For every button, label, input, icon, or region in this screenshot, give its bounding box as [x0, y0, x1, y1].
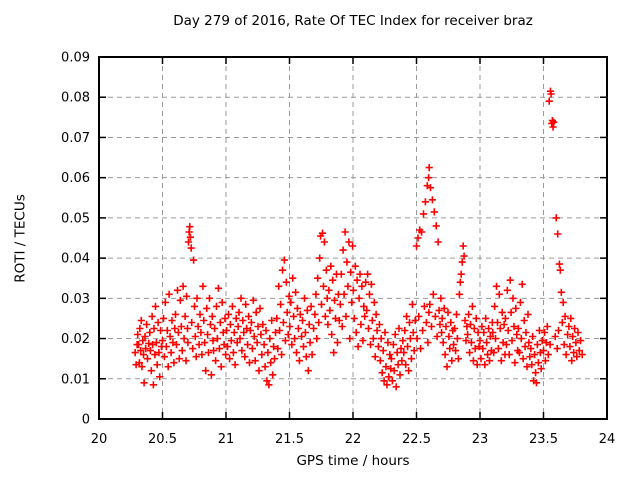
- x-tick-label: 22: [345, 432, 362, 447]
- x-tick-label: 22.5: [402, 432, 431, 447]
- data-points-roti: [131, 87, 586, 391]
- x-tick-label: 21.5: [275, 432, 304, 447]
- y-tick-label: 0.04: [61, 252, 90, 267]
- x-tick-label: 21: [218, 432, 235, 447]
- y-tick-label: 0.08: [61, 91, 90, 106]
- x-tick-label: 24: [599, 432, 616, 447]
- y-tick-label: 0.05: [61, 211, 90, 226]
- tick-marks: [98, 56, 608, 420]
- y-tick-label: 0.06: [61, 171, 90, 186]
- x-tick-label: 20.5: [148, 432, 177, 447]
- x-tick-label: 23: [472, 432, 489, 447]
- chart-title: Day 279 of 2016, Rate Of TEC Index for r…: [173, 13, 533, 29]
- y-tick-label: 0.03: [61, 292, 90, 307]
- y-tick-label: 0.01: [61, 372, 90, 387]
- y-tick-label: 0.02: [61, 332, 90, 347]
- y-tick-label: 0: [82, 413, 90, 428]
- tick-labels: 20 20.5 21 21.5 22 22.5 23 23.5 24 0 0.01 0.02 0.03 0…: [61, 51, 615, 448]
- x-tick-label: 23.5: [529, 432, 558, 447]
- x-tick-label: 20: [91, 432, 108, 447]
- y-tick-label: 0.09: [61, 51, 90, 66]
- y-tick-label: 0.07: [61, 131, 90, 146]
- x-axis-title: GPS time / hours: [296, 453, 410, 469]
